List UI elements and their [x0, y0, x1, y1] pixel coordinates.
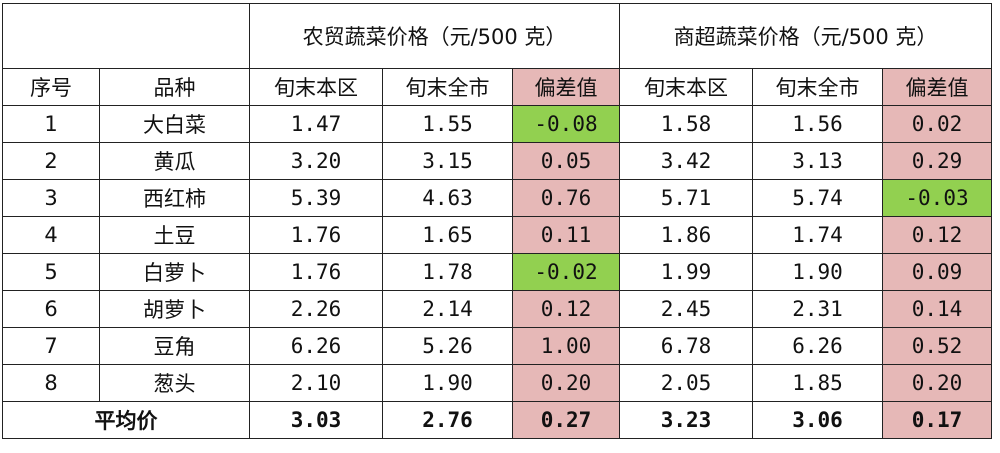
market-local-price: 1.76: [249, 216, 383, 254]
row-number: 2: [2, 142, 100, 180]
market-price-group-header: 农贸蔬菜价格（元/500 克）: [249, 3, 620, 69]
market-city-price: 1.78: [382, 253, 513, 291]
super-local-price: 2.05: [619, 364, 753, 402]
row-number: 4: [2, 216, 100, 254]
row-number: 3: [2, 179, 100, 217]
market-deviation: 0.05: [512, 142, 620, 180]
col-header-variety: 品种: [99, 68, 250, 106]
variety-name: 豆角: [99, 327, 250, 365]
super-city-price: 1.90: [752, 253, 883, 291]
avg-super-local: 3.23: [619, 401, 753, 439]
super-deviation: 0.29: [882, 142, 992, 180]
table-row: 2 黄瓜 3.20 3.15 0.05 3.42 3.13 0.29: [2, 142, 992, 180]
market-local-price: 5.39: [249, 179, 383, 217]
market-deviation: 0.12: [512, 290, 620, 328]
market-local-price: 2.26: [249, 290, 383, 328]
super-deviation: 0.12: [882, 216, 992, 254]
table-row: 8 葱头 2.10 1.90 0.20 2.05 1.85 0.20: [2, 364, 992, 402]
row-number: 5: [2, 253, 100, 291]
super-local-price: 3.42: [619, 142, 753, 180]
market-deviation: 0.20: [512, 364, 620, 402]
col-header-super-local: 旬末本区: [619, 68, 753, 106]
market-local-price: 2.10: [249, 364, 383, 402]
market-city-price: 4.63: [382, 179, 513, 217]
super-city-price: 1.56: [752, 105, 883, 143]
col-header-market-local: 旬末本区: [249, 68, 383, 106]
market-local-price: 1.76: [249, 253, 383, 291]
supermarket-price-group-header: 商超蔬菜价格（元/500 克）: [619, 3, 992, 69]
super-deviation: 0.14: [882, 290, 992, 328]
col-header-market-diff: 偏差值: [512, 68, 620, 106]
market-city-price: 2.14: [382, 290, 513, 328]
row-number: 1: [2, 105, 100, 143]
market-deviation: 0.11: [512, 216, 620, 254]
table-row: 6 胡萝卜 2.26 2.14 0.12 2.45 2.31 0.14: [2, 290, 992, 328]
table-row: 1 大白菜 1.47 1.55 -0.08 1.58 1.56 0.02: [2, 105, 992, 143]
super-local-price: 1.58: [619, 105, 753, 143]
variety-name: 胡萝卜: [99, 290, 250, 328]
market-city-price: 3.15: [382, 142, 513, 180]
variety-name: 白萝卜: [99, 253, 250, 291]
avg-super-deviation: 0.17: [882, 401, 992, 439]
market-deviation: 0.76: [512, 179, 620, 217]
super-local-price: 2.45: [619, 290, 753, 328]
super-city-price: 1.85: [752, 364, 883, 402]
avg-market-city: 2.76: [382, 401, 513, 439]
avg-super-city: 3.06: [752, 401, 883, 439]
market-city-price: 1.65: [382, 216, 513, 254]
corner-cell: [2, 3, 250, 69]
market-city-price: 1.90: [382, 364, 513, 402]
row-number: 6: [2, 290, 100, 328]
super-local-price: 1.86: [619, 216, 753, 254]
market-local-price: 6.26: [249, 327, 383, 365]
super-city-price: 5.74: [752, 179, 883, 217]
avg-market-local: 3.03: [249, 401, 383, 439]
super-deviation: 0.20: [882, 364, 992, 402]
table-row: 3 西红柿 5.39 4.63 0.76 5.71 5.74 -0.03: [2, 179, 992, 217]
variety-name: 大白菜: [99, 105, 250, 143]
column-header-row: 序号 品种 旬末本区 旬末全市 偏差值 旬末本区 旬末全市 偏差值: [2, 68, 992, 106]
super-local-price: 6.78: [619, 327, 753, 365]
super-city-price: 6.26: [752, 327, 883, 365]
avg-market-deviation: 0.27: [512, 401, 620, 439]
super-local-price: 5.71: [619, 179, 753, 217]
table-row: 7 豆角 6.26 5.26 1.00 6.78 6.26 0.52: [2, 327, 992, 365]
col-header-market-city: 旬末全市: [382, 68, 513, 106]
col-header-no: 序号: [2, 68, 100, 106]
market-city-price: 5.26: [382, 327, 513, 365]
super-deviation: -0.03: [882, 179, 992, 217]
super-deviation: 0.02: [882, 105, 992, 143]
market-local-price: 1.47: [249, 105, 383, 143]
market-deviation: 1.00: [512, 327, 620, 365]
market-city-price: 1.55: [382, 105, 513, 143]
market-deviation: -0.02: [512, 253, 620, 291]
average-label: 平均价: [2, 401, 250, 439]
variety-name: 黄瓜: [99, 142, 250, 180]
variety-name: 西红柿: [99, 179, 250, 217]
market-deviation: -0.08: [512, 105, 620, 143]
variety-name: 土豆: [99, 216, 250, 254]
variety-name: 葱头: [99, 364, 250, 402]
table-row: 5 白萝卜 1.76 1.78 -0.02 1.99 1.90 0.09: [2, 253, 992, 291]
super-city-price: 1.74: [752, 216, 883, 254]
group-header-row: 农贸蔬菜价格（元/500 克） 商超蔬菜价格（元/500 克）: [2, 3, 992, 69]
table-row: 4 土豆 1.76 1.65 0.11 1.86 1.74 0.12: [2, 216, 992, 254]
col-header-super-diff: 偏差值: [882, 68, 992, 106]
vegetable-price-table: 农贸蔬菜价格（元/500 克） 商超蔬菜价格（元/500 克） 序号 品种 旬末…: [2, 3, 992, 439]
average-row: 平均价 3.03 2.76 0.27 3.23 3.06 0.17: [2, 401, 992, 439]
super-deviation: 0.09: [882, 253, 992, 291]
market-local-price: 3.20: [249, 142, 383, 180]
row-number: 7: [2, 327, 100, 365]
super-local-price: 1.99: [619, 253, 753, 291]
super-city-price: 3.13: [752, 142, 883, 180]
row-number: 8: [2, 364, 100, 402]
col-header-super-city: 旬末全市: [752, 68, 883, 106]
super-city-price: 2.31: [752, 290, 883, 328]
super-deviation: 0.52: [882, 327, 992, 365]
